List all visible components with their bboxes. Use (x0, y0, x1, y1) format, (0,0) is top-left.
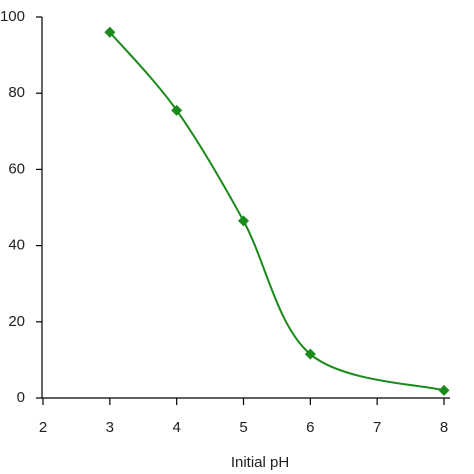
x-tick-label: 5 (239, 419, 247, 436)
y-tick-label: 20 (8, 313, 25, 330)
x-tick-label: 8 (440, 419, 448, 436)
data-line (109, 31, 445, 392)
x-tick-label: 3 (106, 419, 114, 436)
y-tick-label: 60 (8, 160, 25, 177)
x-axis-label: Initial pH (231, 454, 289, 471)
y-tick-label: 100 (0, 8, 25, 25)
y-tick-label: 40 (8, 237, 25, 254)
x-tick-label: 4 (172, 419, 180, 436)
x-tick-label: 6 (306, 419, 314, 436)
y-tick-label: 0 (17, 389, 25, 406)
x-tick-label: 2 (39, 419, 47, 436)
data-point (238, 215, 249, 227)
data-point (438, 384, 450, 396)
data-point (104, 26, 116, 38)
x-tick-label: 7 (373, 419, 381, 436)
y-tick-label: 80 (8, 84, 25, 101)
data-point (304, 348, 316, 360)
data-point (171, 104, 183, 116)
